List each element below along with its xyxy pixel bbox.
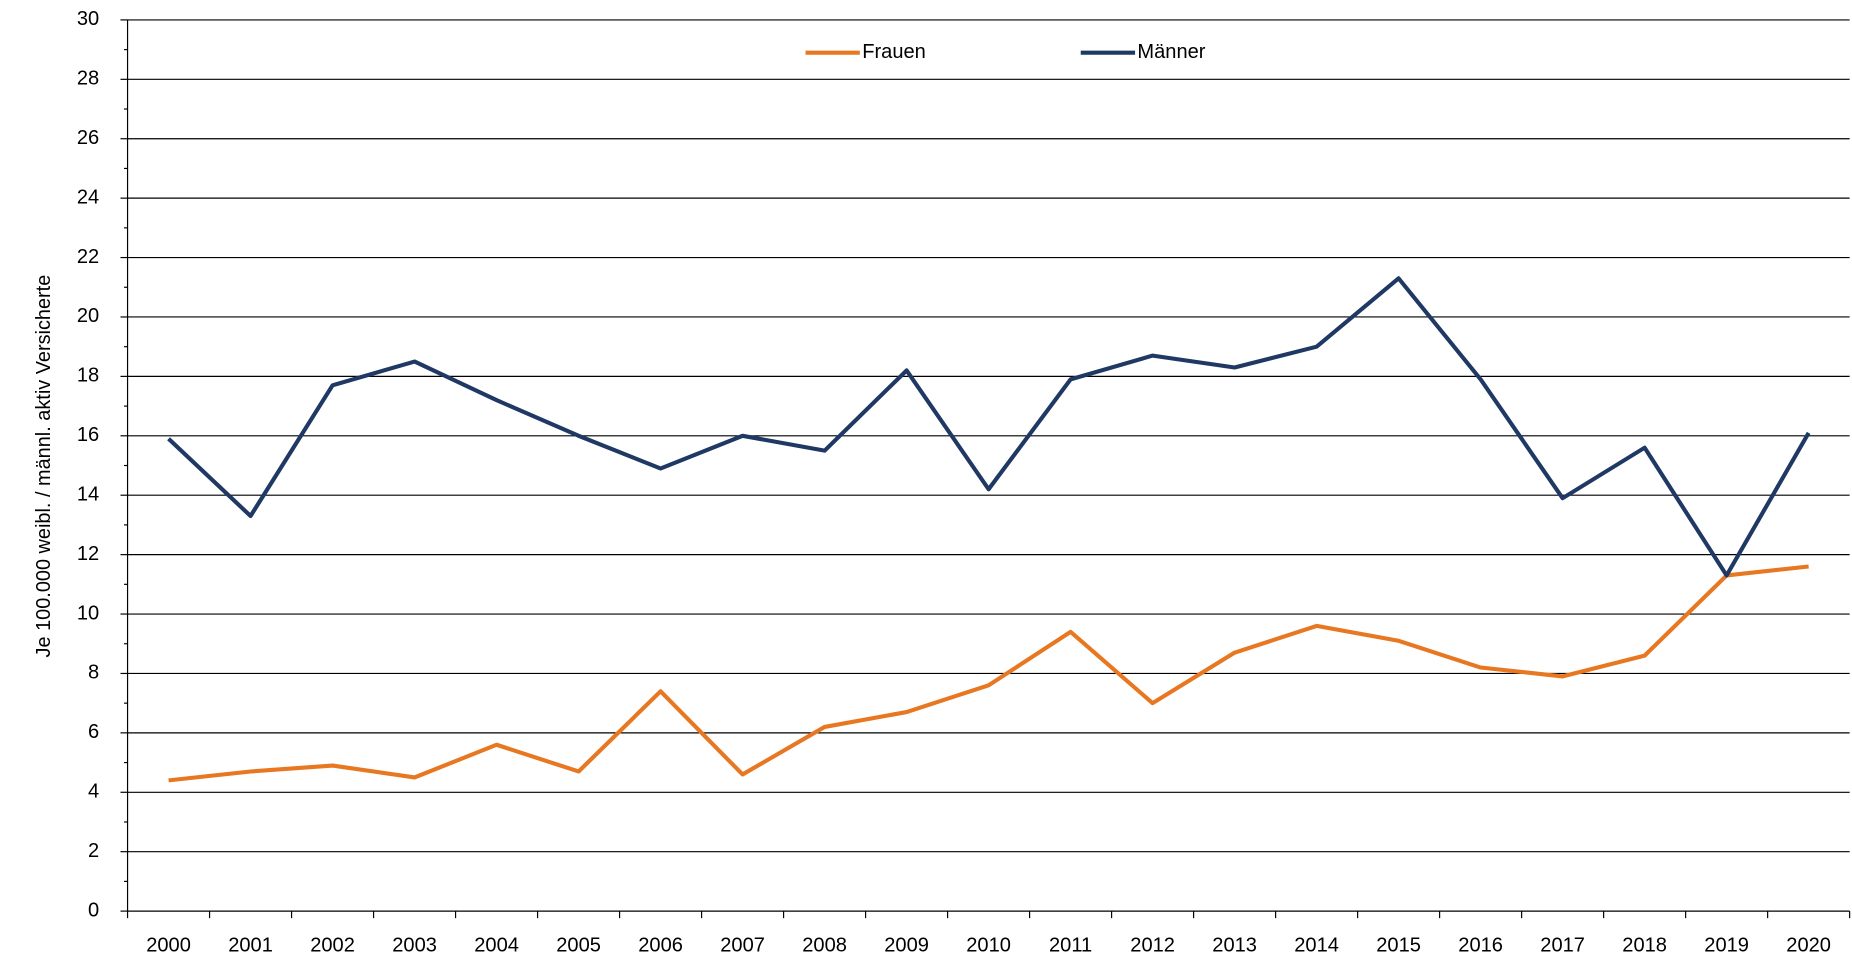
y-tick-label: 20	[77, 305, 99, 327]
x-tick-label: 2004	[474, 935, 519, 957]
x-tick-label: 2000	[146, 935, 191, 957]
y-tick-label: 12	[77, 543, 99, 565]
x-tick-label: 2006	[638, 935, 683, 957]
y-tick-label: 2	[88, 840, 99, 862]
x-tick-label: 2018	[1622, 935, 1667, 957]
x-tick-label: 2003	[392, 935, 437, 957]
y-tick-label: 6	[88, 721, 99, 743]
x-tick-label: 2002	[310, 935, 355, 957]
x-tick-label: 2019	[1704, 935, 1749, 957]
x-tick-label: 2005	[556, 935, 601, 957]
x-tick-label: 2001	[228, 935, 273, 957]
x-tick-label: 2008	[802, 935, 847, 957]
legend-label: Frauen	[862, 41, 926, 63]
legend-label: Männer	[1137, 41, 1205, 63]
y-tick-label: 16	[77, 424, 99, 446]
data-line	[168, 564, 1809, 783]
y-tick-label: 8	[88, 662, 99, 684]
y-tick-label: 24	[77, 186, 99, 208]
x-tick-label: 2011	[1049, 935, 1092, 957]
x-tick-label: 2017	[1540, 935, 1585, 957]
y-tick-label: 4	[88, 781, 99, 803]
x-tick-label: 2016	[1458, 935, 1503, 957]
y-tick-label: 28	[77, 68, 99, 90]
x-tick-label: 2012	[1130, 935, 1175, 957]
y-tick-label: 0	[88, 899, 99, 921]
data-line	[167, 276, 1811, 578]
y-tick-label: 14	[77, 484, 99, 506]
y-axis-label: Je 100.000 weibl. / männl. aktiv Versich…	[33, 275, 55, 658]
y-tick-label: 26	[77, 127, 99, 149]
x-tick-label: 2007	[720, 935, 765, 957]
y-tick-label: 18	[77, 365, 99, 387]
x-tick-label: 2020	[1786, 935, 1831, 957]
y-tick-label: 22	[77, 246, 99, 268]
y-tick-label: 10	[77, 602, 99, 624]
x-tick-label: 2015	[1376, 935, 1421, 957]
x-tick-label: 2009	[884, 935, 929, 957]
x-tick-label: 2013	[1212, 935, 1257, 957]
x-tick-label: 2014	[1294, 935, 1339, 957]
y-tick-label: 30	[77, 8, 99, 30]
x-tick-label: 2010	[966, 935, 1011, 957]
